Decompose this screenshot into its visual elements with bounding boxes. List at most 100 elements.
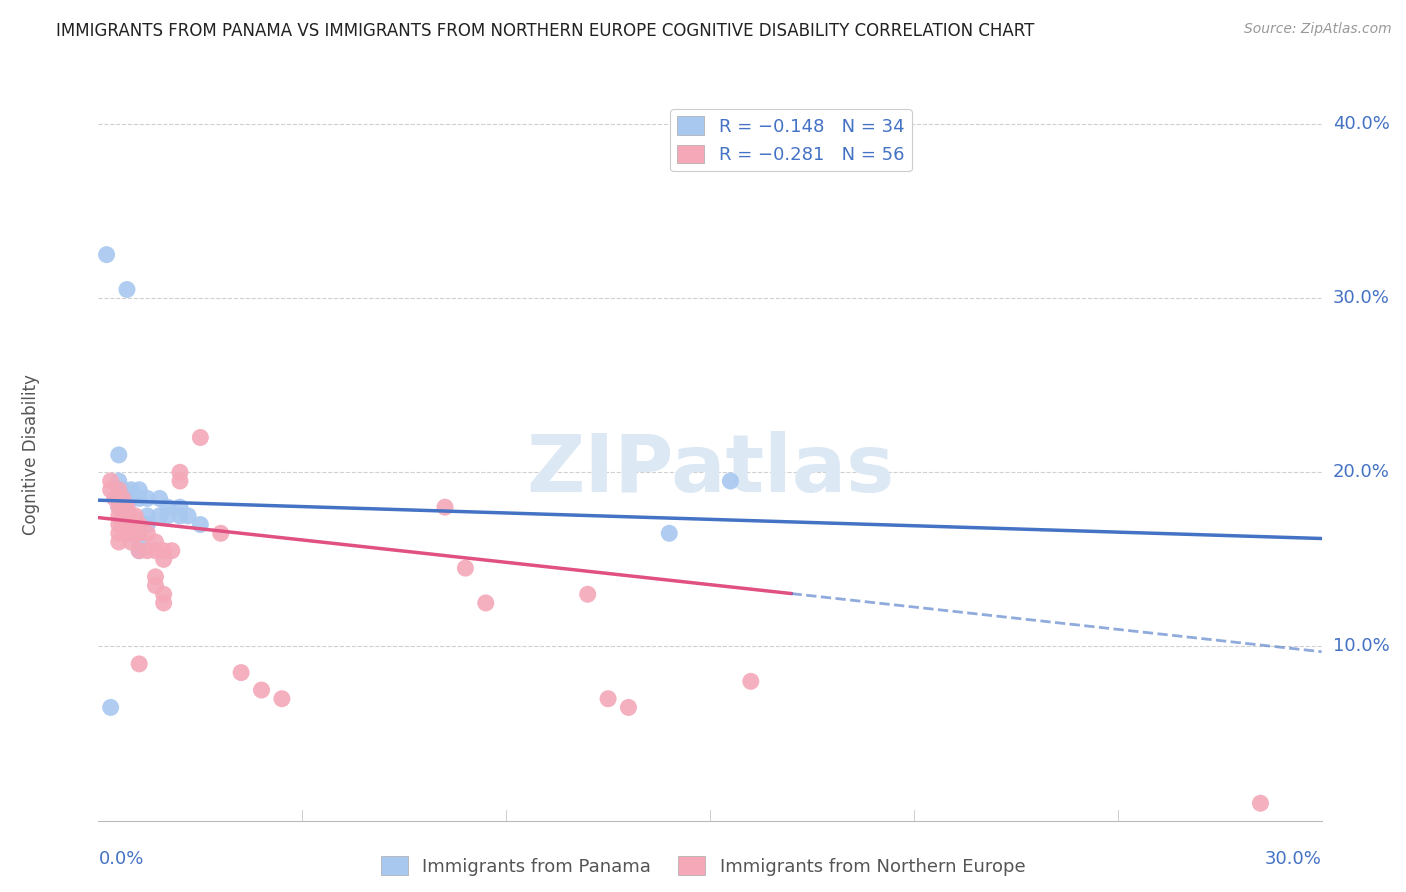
Point [152, 543, 174, 558]
Point [115, 508, 138, 523]
Point [145, 570, 167, 584]
Point [115, 508, 138, 523]
Point [658, 526, 681, 541]
Text: ZIPatlas: ZIPatlas [526, 431, 894, 508]
Point [128, 517, 150, 532]
Point [152, 587, 174, 601]
Point [111, 517, 134, 532]
Point [128, 526, 150, 541]
Point [108, 500, 131, 515]
Text: 20.0%: 20.0% [1333, 463, 1389, 482]
Point [209, 526, 232, 541]
Point [177, 508, 200, 523]
Point [115, 517, 138, 532]
Point [115, 526, 138, 541]
Point [120, 508, 142, 523]
Point [120, 517, 142, 532]
Point [128, 657, 150, 671]
Point [115, 500, 138, 515]
Point [111, 500, 134, 515]
Point [108, 535, 131, 549]
Point [145, 543, 167, 558]
Point [136, 543, 159, 558]
Text: 30.0%: 30.0% [1265, 850, 1322, 868]
Point [145, 535, 167, 549]
Point [169, 474, 191, 488]
Text: 40.0%: 40.0% [1333, 115, 1389, 133]
Point [149, 508, 172, 523]
Point [115, 283, 138, 297]
Point [108, 517, 131, 532]
Text: Cognitive Disability: Cognitive Disability [22, 375, 41, 535]
Point [434, 500, 457, 515]
Point [169, 500, 191, 515]
Text: 0.0%: 0.0% [98, 850, 143, 868]
Point [111, 491, 134, 506]
Point [108, 483, 131, 497]
Legend: Immigrants from Panama, Immigrants from Northern Europe: Immigrants from Panama, Immigrants from … [374, 849, 1032, 883]
Point [120, 491, 142, 506]
Point [169, 466, 191, 480]
Point [108, 508, 131, 523]
Point [108, 491, 131, 506]
Point [188, 517, 212, 532]
Point [250, 683, 273, 698]
Text: Source: ZipAtlas.com: Source: ZipAtlas.com [1244, 22, 1392, 37]
Point [124, 526, 146, 541]
Legend: R = −0.148   N = 34, R = −0.281   N = 56: R = −0.148 N = 34, R = −0.281 N = 56 [671, 109, 911, 171]
Point [454, 561, 477, 575]
Point [740, 674, 762, 689]
Point [104, 491, 127, 506]
Point [128, 543, 150, 558]
Text: IMMIGRANTS FROM PANAMA VS IMMIGRANTS FROM NORTHERN EUROPE COGNITIVE DISABILITY C: IMMIGRANTS FROM PANAMA VS IMMIGRANTS FRO… [56, 22, 1035, 40]
Text: 30.0%: 30.0% [1333, 289, 1389, 307]
Point [115, 500, 138, 515]
Point [108, 474, 131, 488]
Point [100, 483, 122, 497]
Point [111, 491, 134, 506]
Point [145, 578, 167, 592]
Point [598, 691, 620, 706]
Point [111, 508, 134, 523]
Point [231, 665, 253, 680]
Point [152, 596, 174, 610]
Point [100, 474, 122, 488]
Point [108, 526, 131, 541]
Point [111, 500, 134, 515]
Point [617, 700, 640, 714]
Point [160, 543, 183, 558]
Point [108, 491, 131, 506]
Point [270, 691, 294, 706]
Point [152, 552, 174, 566]
Point [136, 508, 159, 523]
Point [136, 517, 159, 532]
Point [136, 491, 159, 506]
Point [156, 508, 179, 523]
Point [128, 491, 150, 506]
Point [718, 474, 742, 488]
Point [108, 500, 131, 515]
Point [156, 500, 179, 515]
Point [108, 448, 131, 462]
Point [120, 535, 142, 549]
Point [474, 596, 498, 610]
Point [96, 247, 118, 261]
Point [136, 526, 159, 541]
Point [115, 491, 138, 506]
Point [124, 508, 146, 523]
Point [108, 483, 131, 497]
Point [128, 543, 150, 558]
Point [120, 526, 142, 541]
Point [111, 483, 134, 497]
Point [124, 517, 146, 532]
Point [100, 700, 122, 714]
Point [188, 430, 212, 444]
Point [120, 483, 142, 497]
Text: 10.0%: 10.0% [1333, 638, 1389, 656]
Point [1249, 796, 1271, 810]
Point [128, 483, 150, 497]
Point [128, 535, 150, 549]
Point [576, 587, 599, 601]
Point [169, 508, 191, 523]
Point [149, 491, 172, 506]
